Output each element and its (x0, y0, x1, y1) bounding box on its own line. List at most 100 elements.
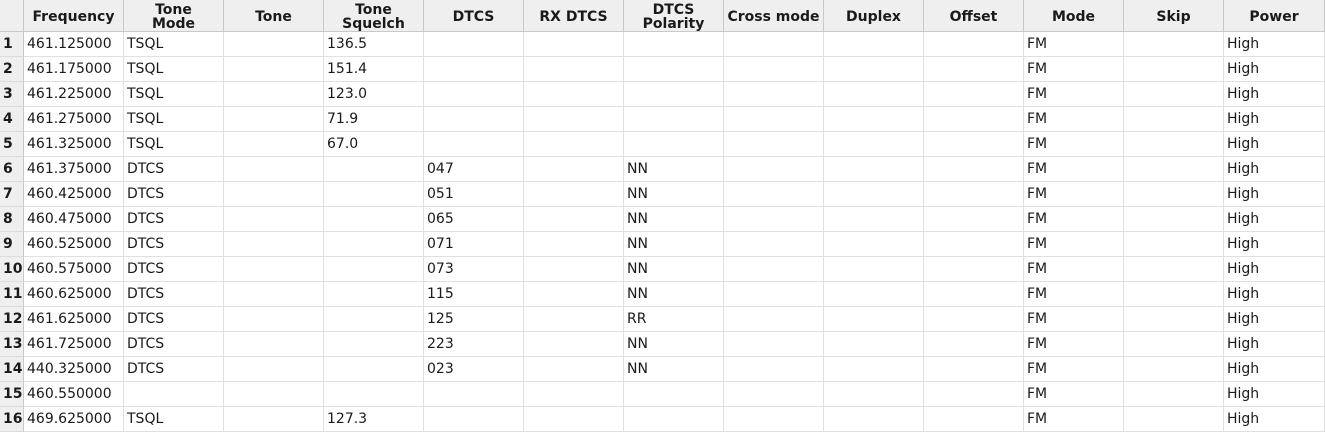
cell-duplex[interactable] (824, 157, 924, 182)
cell-tone[interactable] (224, 357, 324, 382)
cell-cross-mode[interactable] (724, 157, 824, 182)
cell-frequency[interactable]: 460.475000 (24, 207, 124, 232)
cell-mode[interactable]: FM (1024, 307, 1124, 332)
cell-offset[interactable] (924, 407, 1024, 432)
cell-power[interactable]: High (1224, 157, 1325, 182)
cell-frequency[interactable]: 461.375000 (24, 157, 124, 182)
cell-dtcs-polarity[interactable] (624, 107, 724, 132)
cell-rx-dtcs[interactable] (524, 382, 624, 407)
cell-tone[interactable] (224, 157, 324, 182)
cell-rx-dtcs[interactable] (524, 257, 624, 282)
cell-power[interactable]: High (1224, 382, 1325, 407)
cell-cross-mode[interactable] (724, 82, 824, 107)
cell-rx-dtcs[interactable] (524, 82, 624, 107)
cell-tone-mode[interactable] (124, 382, 224, 407)
cell-dtcs-polarity[interactable]: NN (624, 357, 724, 382)
cell-duplex[interactable] (824, 232, 924, 257)
cell-skip[interactable] (1124, 282, 1224, 307)
cell-cross-mode[interactable] (724, 257, 824, 282)
row-number[interactable]: 15 (0, 382, 24, 407)
cell-duplex[interactable] (824, 282, 924, 307)
cell-dtcs[interactable]: 047 (424, 157, 524, 182)
cell-skip[interactable] (1124, 332, 1224, 357)
cell-dtcs[interactable] (424, 57, 524, 82)
column-header-tone-squelch[interactable]: Tone Squelch (324, 0, 424, 32)
column-header-offset[interactable]: Offset (924, 0, 1024, 32)
cell-tone-squelch[interactable] (324, 232, 424, 257)
cell-duplex[interactable] (824, 82, 924, 107)
cell-cross-mode[interactable] (724, 232, 824, 257)
cell-power[interactable]: High (1224, 107, 1325, 132)
cell-skip[interactable] (1124, 32, 1224, 57)
cell-skip[interactable] (1124, 157, 1224, 182)
cell-power[interactable]: High (1224, 257, 1325, 282)
row-number[interactable]: 8 (0, 207, 24, 232)
cell-dtcs[interactable] (424, 407, 524, 432)
cell-tone-squelch[interactable]: 123.0 (324, 82, 424, 107)
cell-duplex[interactable] (824, 32, 924, 57)
cell-tone-squelch[interactable] (324, 307, 424, 332)
row-number[interactable]: 13 (0, 332, 24, 357)
cell-power[interactable]: High (1224, 332, 1325, 357)
cell-cross-mode[interactable] (724, 407, 824, 432)
cell-cross-mode[interactable] (724, 182, 824, 207)
cell-rx-dtcs[interactable] (524, 132, 624, 157)
cell-dtcs[interactable]: 023 (424, 357, 524, 382)
cell-dtcs[interactable] (424, 107, 524, 132)
cell-tone-mode[interactable]: DTCS (124, 232, 224, 257)
cell-skip[interactable] (1124, 382, 1224, 407)
cell-offset[interactable] (924, 57, 1024, 82)
cell-tone-mode[interactable]: TSQL (124, 132, 224, 157)
column-header-skip[interactable]: Skip (1124, 0, 1224, 32)
cell-dtcs[interactable]: 051 (424, 182, 524, 207)
cell-tone-mode[interactable]: DTCS (124, 282, 224, 307)
cell-rx-dtcs[interactable] (524, 207, 624, 232)
cell-tone-squelch[interactable] (324, 357, 424, 382)
cell-frequency[interactable]: 460.575000 (24, 257, 124, 282)
cell-skip[interactable] (1124, 257, 1224, 282)
cell-power[interactable]: High (1224, 307, 1325, 332)
cell-dtcs-polarity[interactable]: NN (624, 332, 724, 357)
cell-tone[interactable] (224, 57, 324, 82)
cell-offset[interactable] (924, 107, 1024, 132)
cell-offset[interactable] (924, 132, 1024, 157)
cell-rx-dtcs[interactable] (524, 32, 624, 57)
column-header-mode[interactable]: Mode (1024, 0, 1124, 32)
cell-cross-mode[interactable] (724, 207, 824, 232)
cell-tone[interactable] (224, 82, 324, 107)
cell-dtcs[interactable]: 223 (424, 332, 524, 357)
cell-cross-mode[interactable] (724, 357, 824, 382)
cell-power[interactable]: High (1224, 182, 1325, 207)
cell-rx-dtcs[interactable] (524, 282, 624, 307)
column-header-tone[interactable]: Tone (224, 0, 324, 32)
cell-skip[interactable] (1124, 207, 1224, 232)
cell-mode[interactable]: FM (1024, 332, 1124, 357)
cell-tone-squelch[interactable]: 127.3 (324, 407, 424, 432)
cell-dtcs[interactable]: 073 (424, 257, 524, 282)
cell-tone-squelch[interactable]: 67.0 (324, 132, 424, 157)
cell-offset[interactable] (924, 357, 1024, 382)
cell-cross-mode[interactable] (724, 332, 824, 357)
cell-tone-mode[interactable]: DTCS (124, 307, 224, 332)
cell-tone-mode[interactable]: TSQL (124, 82, 224, 107)
cell-rx-dtcs[interactable] (524, 157, 624, 182)
cell-power[interactable]: High (1224, 32, 1325, 57)
cell-tone-squelch[interactable] (324, 282, 424, 307)
cell-tone[interactable] (224, 207, 324, 232)
cell-tone-squelch[interactable]: 136.5 (324, 32, 424, 57)
cell-frequency[interactable]: 460.550000 (24, 382, 124, 407)
cell-dtcs-polarity[interactable]: NN (624, 282, 724, 307)
row-number[interactable]: 1 (0, 32, 24, 57)
cell-duplex[interactable] (824, 382, 924, 407)
cell-power[interactable]: High (1224, 57, 1325, 82)
column-header-duplex[interactable]: Duplex (824, 0, 924, 32)
cell-tone-mode[interactable]: TSQL (124, 57, 224, 82)
cell-duplex[interactable] (824, 207, 924, 232)
cell-dtcs[interactable]: 125 (424, 307, 524, 332)
cell-duplex[interactable] (824, 257, 924, 282)
cell-tone-mode[interactable]: DTCS (124, 332, 224, 357)
column-header-rx-dtcs[interactable]: RX DTCS (524, 0, 624, 32)
cell-tone-squelch[interactable] (324, 207, 424, 232)
cell-skip[interactable] (1124, 182, 1224, 207)
cell-frequency[interactable]: 440.325000 (24, 357, 124, 382)
